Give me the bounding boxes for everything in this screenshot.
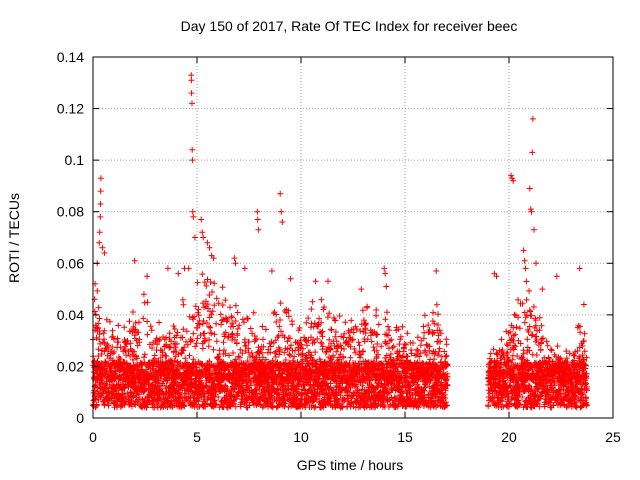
chart-title: Day 150 of 2017, Rate Of TEC Index for r…	[181, 18, 518, 34]
y-tick-label: 0.12	[57, 101, 84, 117]
y-tick-label: 0	[76, 410, 84, 426]
plot-frame	[92, 56, 614, 419]
y-axis-label: ROTI / TECUs	[6, 193, 22, 283]
x-tick-label: 10	[293, 429, 309, 445]
y-tick-label: 0.06	[57, 255, 84, 271]
x-tick-label: 0	[89, 429, 97, 445]
y-tick-label: 0.1	[65, 152, 85, 168]
y-tick-label: 0.04	[57, 307, 84, 323]
axis-ticks: 0 0.02 0.04 0.06 0.08 0.1 0.12 0.14 0 5 10 15 20 25	[57, 49, 621, 445]
y-tick-label: 0.14	[57, 49, 84, 65]
x-tick-label: 15	[397, 429, 413, 445]
x-tick-label: 20	[501, 429, 517, 445]
x-axis-label: GPS time / hours	[297, 457, 404, 473]
x-tick-label: 25	[605, 429, 621, 445]
x-tick-label: 5	[193, 429, 201, 445]
y-tick-label: 0.08	[57, 204, 84, 220]
y-tick-label: 0.02	[57, 358, 84, 374]
